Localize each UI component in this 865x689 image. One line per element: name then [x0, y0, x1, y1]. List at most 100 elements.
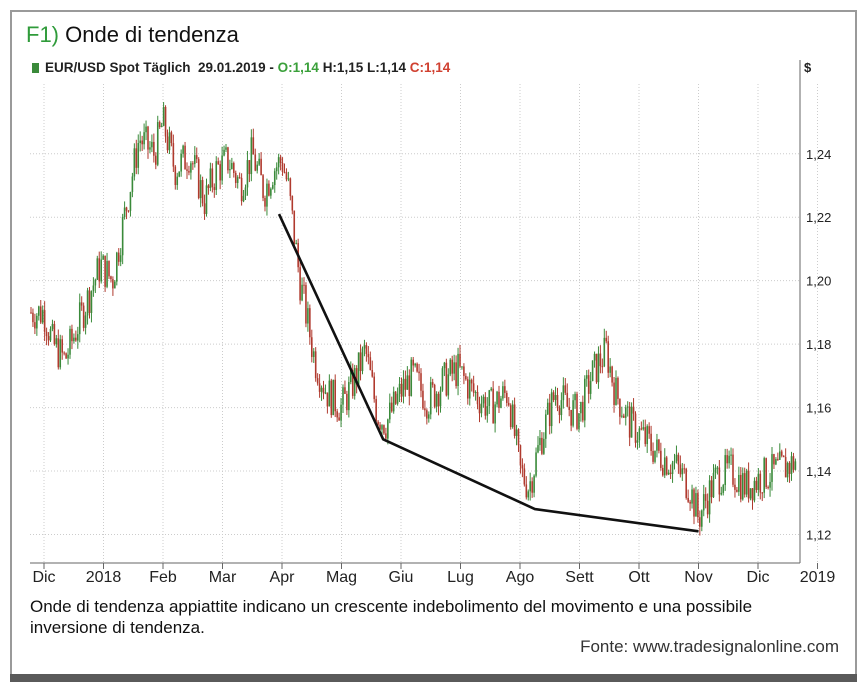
candle-body-up — [182, 145, 184, 154]
candle-body-down — [759, 473, 762, 493]
candle-body-down — [743, 473, 746, 495]
y-tick-label: 1,18 — [806, 337, 831, 352]
candle-body-up — [215, 161, 218, 190]
y-tick-label: 1,14 — [806, 464, 831, 479]
candle-body-up — [143, 132, 145, 145]
candle-body-up — [550, 392, 553, 427]
candle-body-up — [712, 472, 715, 498]
candle-body-up — [121, 217, 124, 256]
candle-body-down — [784, 457, 787, 478]
candle-body-up — [474, 392, 477, 394]
candle-body-up — [381, 425, 383, 430]
candle-body-up — [515, 429, 518, 436]
candle-body-down — [648, 426, 650, 434]
candle-body-up — [96, 258, 99, 280]
candle-body-down — [531, 481, 533, 493]
candle-body-down — [607, 341, 609, 373]
candle-body-down — [472, 383, 475, 393]
candle-body-up — [775, 458, 777, 465]
candle-body-up — [402, 378, 405, 397]
candle-body-up — [78, 302, 81, 335]
candle-body-down — [558, 407, 561, 416]
candle-body-down — [39, 306, 42, 323]
candle-body-up — [145, 126, 147, 133]
candle-body-up — [636, 440, 639, 443]
candle-body-down — [412, 359, 414, 366]
candle-body-up — [414, 363, 416, 366]
candle-body-up — [447, 374, 450, 396]
legend-low: L:1,14 — [366, 60, 407, 75]
candle-body-down — [767, 487, 769, 489]
candles — [30, 102, 797, 536]
candle-body-down — [127, 210, 130, 212]
candle-body-down — [32, 312, 34, 323]
candle-body-up — [626, 406, 629, 408]
candle-body-down — [188, 170, 190, 173]
candle-body-up — [162, 106, 165, 126]
candle-body-down — [279, 157, 282, 163]
candle-body-down — [463, 366, 465, 376]
candle-body-down — [61, 339, 63, 353]
candle-body-up — [488, 390, 491, 407]
candle-body-down — [63, 352, 65, 354]
candle-body-down — [693, 489, 695, 517]
candle-body-down — [777, 458, 779, 460]
candle-body-down — [437, 393, 440, 407]
candle-body-up — [763, 458, 765, 493]
candle-body-down — [336, 411, 338, 418]
candle-body-down — [311, 337, 313, 357]
candle-body-down — [346, 393, 348, 411]
candle-body-down — [566, 392, 569, 407]
candle-body-up — [90, 291, 93, 313]
candle-body-up — [100, 259, 102, 282]
candle-body-down — [385, 433, 387, 439]
candle-body-up — [753, 480, 756, 501]
candle-body-up — [116, 252, 118, 282]
candle-body-up — [199, 180, 202, 199]
candle-body-down — [599, 353, 602, 367]
candle-body-down — [135, 148, 138, 168]
candle-body-up — [741, 473, 744, 500]
candle-body-up — [578, 413, 580, 429]
candle-body-down — [484, 396, 487, 416]
x-tick-label: Dic — [746, 569, 769, 586]
candle-body-up — [591, 360, 594, 382]
candle-body-down — [394, 391, 397, 404]
candle-body-up — [453, 362, 455, 374]
candle-body-up — [275, 167, 278, 172]
candle-body-down — [34, 322, 36, 329]
candle-body-down — [506, 392, 508, 403]
candle-body-down — [665, 457, 668, 475]
candle-body-up — [231, 163, 233, 170]
candle-body-down — [552, 392, 555, 400]
candle-body-up — [38, 306, 40, 316]
candle-body-down — [367, 353, 370, 358]
candle-body-up — [502, 386, 504, 399]
candle-body-up — [642, 427, 645, 430]
candle-body-up — [673, 461, 676, 463]
candle-body-up — [307, 308, 309, 324]
candle-body-down — [523, 468, 526, 485]
candle-body-down — [465, 375, 467, 380]
candle-body-up — [194, 155, 196, 164]
candle-body-up — [695, 493, 697, 517]
candle-body-down — [652, 450, 654, 462]
candle-body-down — [112, 279, 114, 289]
candle-body-up — [133, 148, 136, 177]
candle-body-up — [225, 147, 227, 150]
candle-body-down — [517, 429, 520, 446]
candle-body-up — [656, 439, 658, 451]
candle-body-down — [390, 402, 393, 412]
candle-body-up — [749, 488, 752, 499]
candle-body-down — [704, 494, 707, 501]
x-tick-label: Nov — [684, 569, 712, 586]
candle-body-down — [420, 373, 422, 391]
candle-body-up — [387, 419, 389, 439]
candle-body-down — [548, 402, 551, 427]
trendline — [277, 213, 699, 533]
candle-body-up — [348, 382, 350, 411]
candle-body-down — [98, 258, 101, 282]
candle-body-down — [260, 158, 262, 176]
candle-body-up — [500, 398, 502, 408]
